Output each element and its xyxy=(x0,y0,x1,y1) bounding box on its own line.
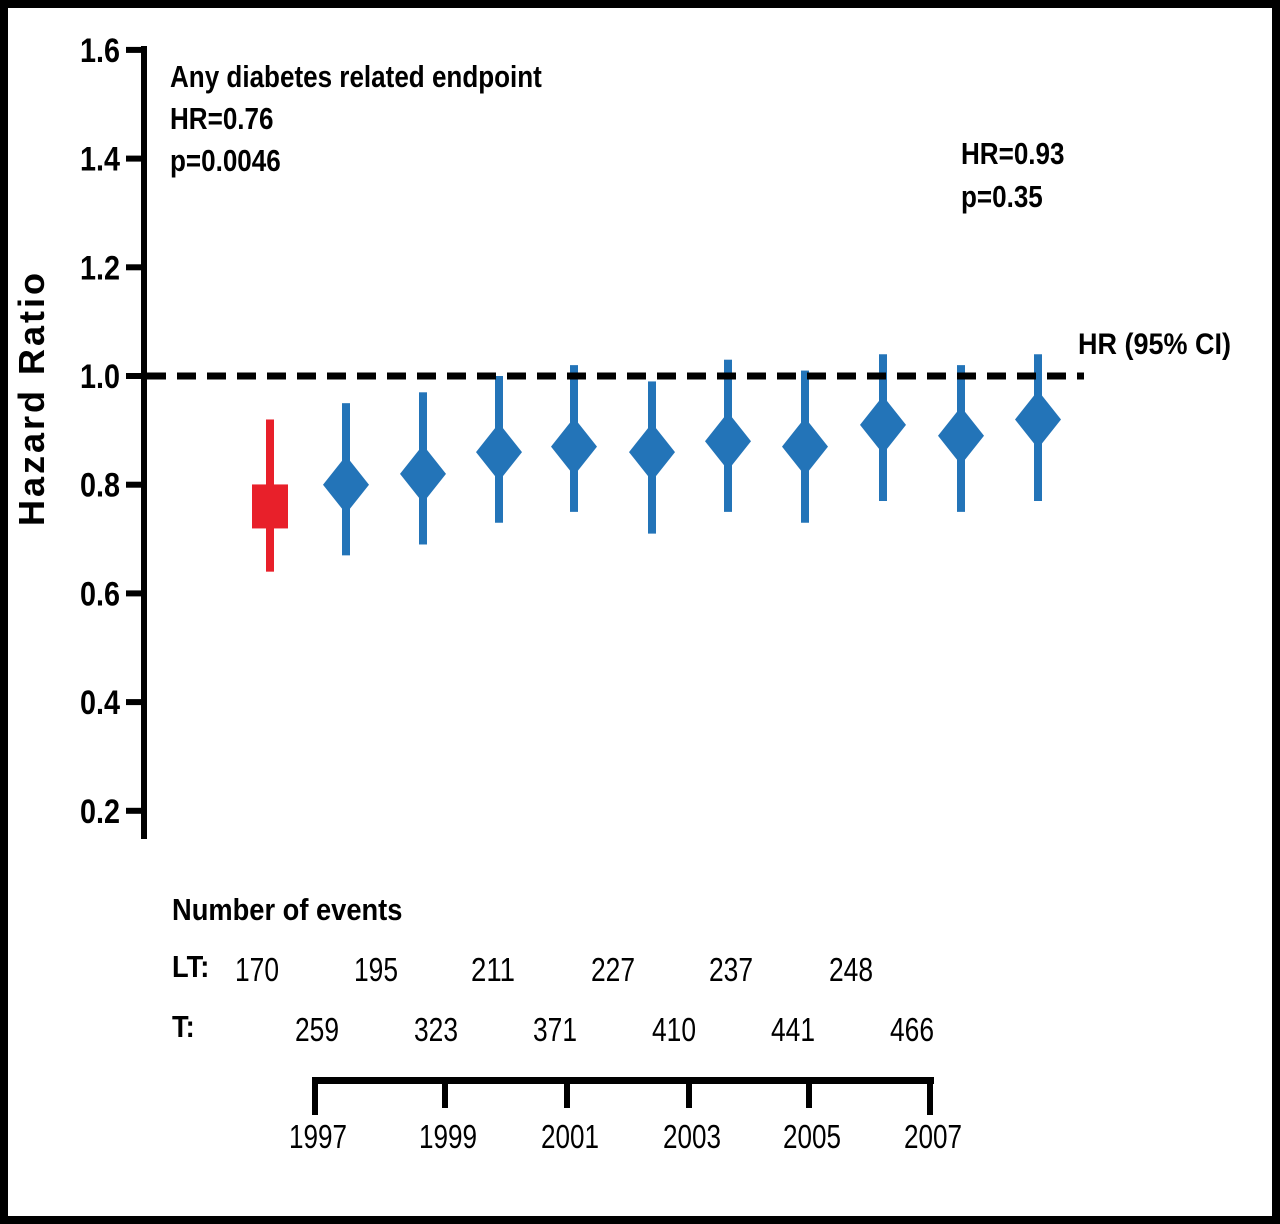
lt-value: 211 xyxy=(471,951,515,988)
y-tick xyxy=(126,373,147,379)
marker-diamond xyxy=(938,406,984,465)
marker-diamond xyxy=(629,423,675,482)
x-tick-label: 2005 xyxy=(783,1118,841,1155)
marker-diamond xyxy=(860,395,906,454)
reference-line-label: HR (95% CI) xyxy=(1078,328,1232,361)
y-tick-label: 0.4 xyxy=(80,684,120,722)
y-tick xyxy=(126,590,147,597)
marker-diamond xyxy=(705,412,751,471)
x-tick xyxy=(564,1077,570,1108)
y-tick xyxy=(126,481,147,488)
annotation-hr-right: HR=0.93 xyxy=(961,136,1065,171)
y-axis-line xyxy=(141,46,147,839)
y-tick-label: 0.8 xyxy=(80,467,120,505)
y-tick-label: 0.6 xyxy=(80,575,120,613)
t-value: 410 xyxy=(652,1011,696,1048)
annotation-endpoint-title: Any diabetes related endpoint xyxy=(170,59,542,94)
y-tick xyxy=(126,264,147,271)
events-row-label-lt: LT: xyxy=(172,949,210,984)
y-axis-title: Hazard Ratio xyxy=(11,269,52,527)
marker-diamond xyxy=(323,455,369,514)
x-tick xyxy=(686,1077,692,1108)
y-tick xyxy=(126,46,147,53)
y-tick xyxy=(126,807,147,814)
t-value: 441 xyxy=(771,1011,815,1048)
x-axis-line xyxy=(312,1077,934,1084)
lt-value: 248 xyxy=(829,951,873,988)
events-header: Number of events xyxy=(172,892,403,927)
y-tick-label: 1.6 xyxy=(80,32,120,70)
x-tick-label: 1999 xyxy=(419,1118,477,1155)
lt-value: 195 xyxy=(354,951,398,988)
lt-value: 227 xyxy=(591,951,635,988)
lt-value: 170 xyxy=(235,951,279,988)
t-value: 259 xyxy=(295,1011,339,1048)
marker-diamond xyxy=(476,423,522,482)
marker-diamond xyxy=(551,417,597,476)
events-row-label-t: T: xyxy=(172,1009,195,1044)
annotation-right: HR=0.93 p=0.35 xyxy=(961,132,1065,218)
x-tick xyxy=(312,1077,318,1115)
y-tick xyxy=(126,699,147,706)
x-tick-label: 2007 xyxy=(904,1118,962,1155)
marker-square xyxy=(252,484,288,529)
marker-diamond xyxy=(782,417,828,476)
annotation-left: Any diabetes related endpoint HR=0.76 p=… xyxy=(170,56,542,182)
y-tick-label: 1.0 xyxy=(80,358,120,396)
chart-canvas: 1.6 1.4 1.2 1.0 0.8 0.6 0.4 0.2 170 195 211 227 237 2… xyxy=(80,32,1084,1155)
t-value: 371 xyxy=(533,1011,577,1048)
y-tick-label: 0.2 xyxy=(80,793,120,831)
y-tick xyxy=(126,155,147,162)
y-tick-label: 1.2 xyxy=(80,249,120,287)
marker-diamond xyxy=(1015,390,1061,449)
t-value: 323 xyxy=(414,1011,458,1048)
x-tick xyxy=(927,1077,933,1115)
x-tick xyxy=(442,1077,448,1108)
t-value: 466 xyxy=(890,1011,934,1048)
y-tick-label: 1.4 xyxy=(80,141,120,179)
annotation-pvalue-right: p=0.35 xyxy=(961,179,1043,214)
annotation-pvalue-left: p=0.0046 xyxy=(170,143,281,178)
marker-diamond xyxy=(400,444,446,503)
x-tick-label: 2003 xyxy=(663,1118,721,1155)
annotation-hr-left: HR=0.76 xyxy=(170,101,274,136)
x-tick xyxy=(806,1077,812,1108)
x-tick-label: 2001 xyxy=(541,1118,599,1155)
x-tick-label: 1997 xyxy=(289,1118,347,1155)
lt-value: 237 xyxy=(709,951,753,988)
